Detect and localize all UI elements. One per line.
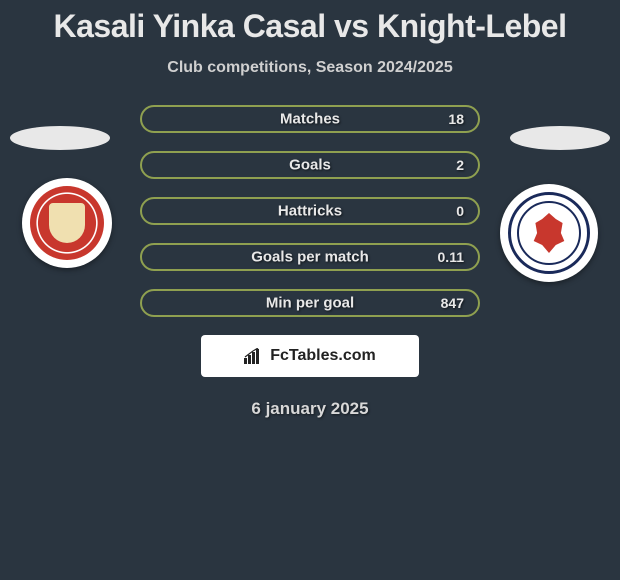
stat-row-matches: Matches 18 xyxy=(140,105,480,133)
fctables-logo-text: FcTables.com xyxy=(270,347,376,365)
stat-value-right: 18 xyxy=(448,111,464,127)
stats-container: Matches 18 Goals 2 Hattricks 0 Goals per… xyxy=(0,105,620,317)
stat-label: Goals per match xyxy=(251,249,369,266)
stat-row-hattricks: Hattricks 0 xyxy=(140,197,480,225)
stat-row-goals: Goals 2 xyxy=(140,151,480,179)
bar-chart-icon xyxy=(244,348,264,364)
stat-label: Matches xyxy=(280,111,340,128)
fctables-logo-box[interactable]: FcTables.com xyxy=(201,335,419,377)
page-title: Kasali Yinka Casal vs Knight-Lebel xyxy=(0,0,620,45)
stat-row-gpm: Goals per match 0.11 xyxy=(140,243,480,271)
stat-label: Goals xyxy=(289,157,331,174)
stat-label: Min per goal xyxy=(266,295,354,312)
stat-value-right: 2 xyxy=(456,157,464,173)
stat-row-mpg: Min per goal 847 xyxy=(140,289,480,317)
stat-label: Hattricks xyxy=(278,203,342,220)
stat-value-right: 847 xyxy=(441,295,464,311)
date-text: 6 january 2025 xyxy=(0,399,620,419)
subtitle: Club competitions, Season 2024/2025 xyxy=(0,59,620,77)
stat-value-right: 0 xyxy=(456,203,464,219)
stat-value-right: 0.11 xyxy=(438,249,464,265)
